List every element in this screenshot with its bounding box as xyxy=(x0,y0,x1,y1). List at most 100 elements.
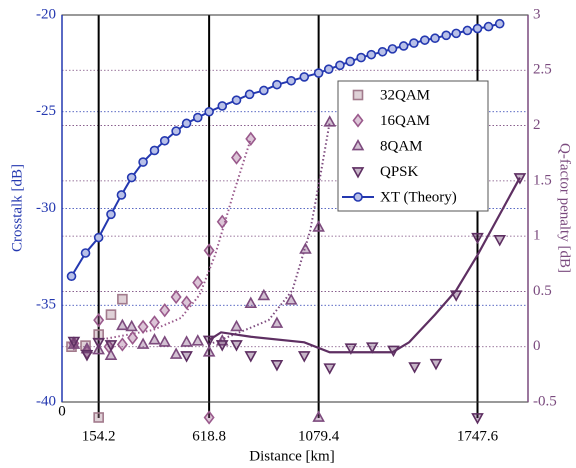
y2-tick-label: 2.5 xyxy=(533,62,552,78)
marker xyxy=(409,38,419,48)
marker xyxy=(202,335,216,348)
marker xyxy=(259,85,269,96)
marker xyxy=(93,232,104,243)
marker xyxy=(299,242,312,254)
marker xyxy=(116,337,128,352)
marker xyxy=(66,271,77,282)
marker xyxy=(104,340,118,352)
marker xyxy=(231,150,243,165)
marker xyxy=(257,288,271,301)
marker xyxy=(93,329,104,340)
marker xyxy=(181,295,193,310)
x-tick-label: 1079.4 xyxy=(298,428,340,444)
marker xyxy=(116,190,127,200)
marker xyxy=(202,345,216,357)
marker xyxy=(192,275,204,290)
marker xyxy=(204,106,214,117)
marker xyxy=(312,410,325,422)
y2-tick-label: 0 xyxy=(533,338,541,354)
legend-label: 16QAM xyxy=(380,113,430,129)
marker xyxy=(191,334,205,346)
marker xyxy=(451,28,461,39)
marker xyxy=(148,315,160,330)
marker xyxy=(93,313,105,328)
marker xyxy=(513,173,527,185)
trend-line xyxy=(98,138,252,342)
marker xyxy=(344,343,358,355)
marker xyxy=(441,30,452,41)
y2-tick-label: 2 xyxy=(533,117,541,133)
legend-marker xyxy=(351,138,365,151)
marker xyxy=(230,340,243,352)
marker xyxy=(244,89,255,100)
marker xyxy=(106,209,116,220)
marker xyxy=(245,131,257,147)
marker xyxy=(387,345,400,358)
marker xyxy=(137,319,149,334)
marker xyxy=(125,319,138,332)
marker xyxy=(80,248,91,258)
marker xyxy=(345,56,355,67)
y-tick-label: -30 xyxy=(36,200,56,216)
y2-tick-label: 1 xyxy=(533,228,541,244)
marker xyxy=(377,46,388,57)
marker xyxy=(67,336,81,349)
marker xyxy=(215,340,229,352)
marker xyxy=(493,235,507,247)
marker xyxy=(366,49,377,60)
legend-marker xyxy=(351,167,365,179)
marker xyxy=(116,318,129,331)
y-tick-label: -25 xyxy=(36,103,56,119)
marker xyxy=(192,112,203,123)
marker xyxy=(430,33,440,44)
marker xyxy=(323,363,337,375)
y2-axis-label: Q-factor penalty [dB] xyxy=(557,143,573,273)
x-tick-label: 0 xyxy=(58,403,66,419)
y-tick-label: -40 xyxy=(36,393,56,409)
marker xyxy=(126,172,137,183)
legend-marker xyxy=(353,192,363,202)
marker xyxy=(203,243,215,258)
marker xyxy=(270,316,284,328)
marker xyxy=(180,335,193,347)
marker xyxy=(170,289,182,305)
marker xyxy=(203,410,215,425)
marker xyxy=(149,145,160,156)
marker xyxy=(365,342,379,354)
marker xyxy=(323,64,334,74)
y2-tick-label: 0.5 xyxy=(533,283,552,299)
marker xyxy=(244,296,258,308)
marker xyxy=(159,303,171,318)
marker xyxy=(217,101,228,111)
legend-label: 8QAM xyxy=(380,138,423,154)
y-axis-label: Crosstalk [dB] xyxy=(9,164,25,252)
x-tick-label: 154.2 xyxy=(82,428,116,444)
legend-box xyxy=(337,80,489,212)
marker xyxy=(284,293,298,305)
marker xyxy=(230,319,243,332)
marker xyxy=(449,290,463,302)
trend-line xyxy=(208,122,331,346)
marker xyxy=(420,35,430,45)
marker xyxy=(312,220,325,232)
marker xyxy=(387,44,398,54)
y-tick-label: -20 xyxy=(36,6,56,22)
legend-marker xyxy=(352,113,364,128)
marker xyxy=(313,68,324,78)
marker xyxy=(136,337,150,349)
marker xyxy=(270,360,284,372)
marker xyxy=(169,347,183,359)
marker xyxy=(272,79,282,90)
marker xyxy=(181,118,192,129)
marker xyxy=(408,362,421,374)
marker xyxy=(158,335,172,347)
marker xyxy=(299,72,310,82)
marker xyxy=(231,95,242,105)
marker xyxy=(80,350,94,362)
x-tick-label: 1747.6 xyxy=(457,428,499,444)
marker xyxy=(148,333,161,345)
legend-label: 32QAM xyxy=(380,87,430,103)
x-axis-label: Distance [km] xyxy=(249,448,334,464)
marker xyxy=(171,126,181,136)
y2-tick-label: -0.5 xyxy=(533,393,557,409)
